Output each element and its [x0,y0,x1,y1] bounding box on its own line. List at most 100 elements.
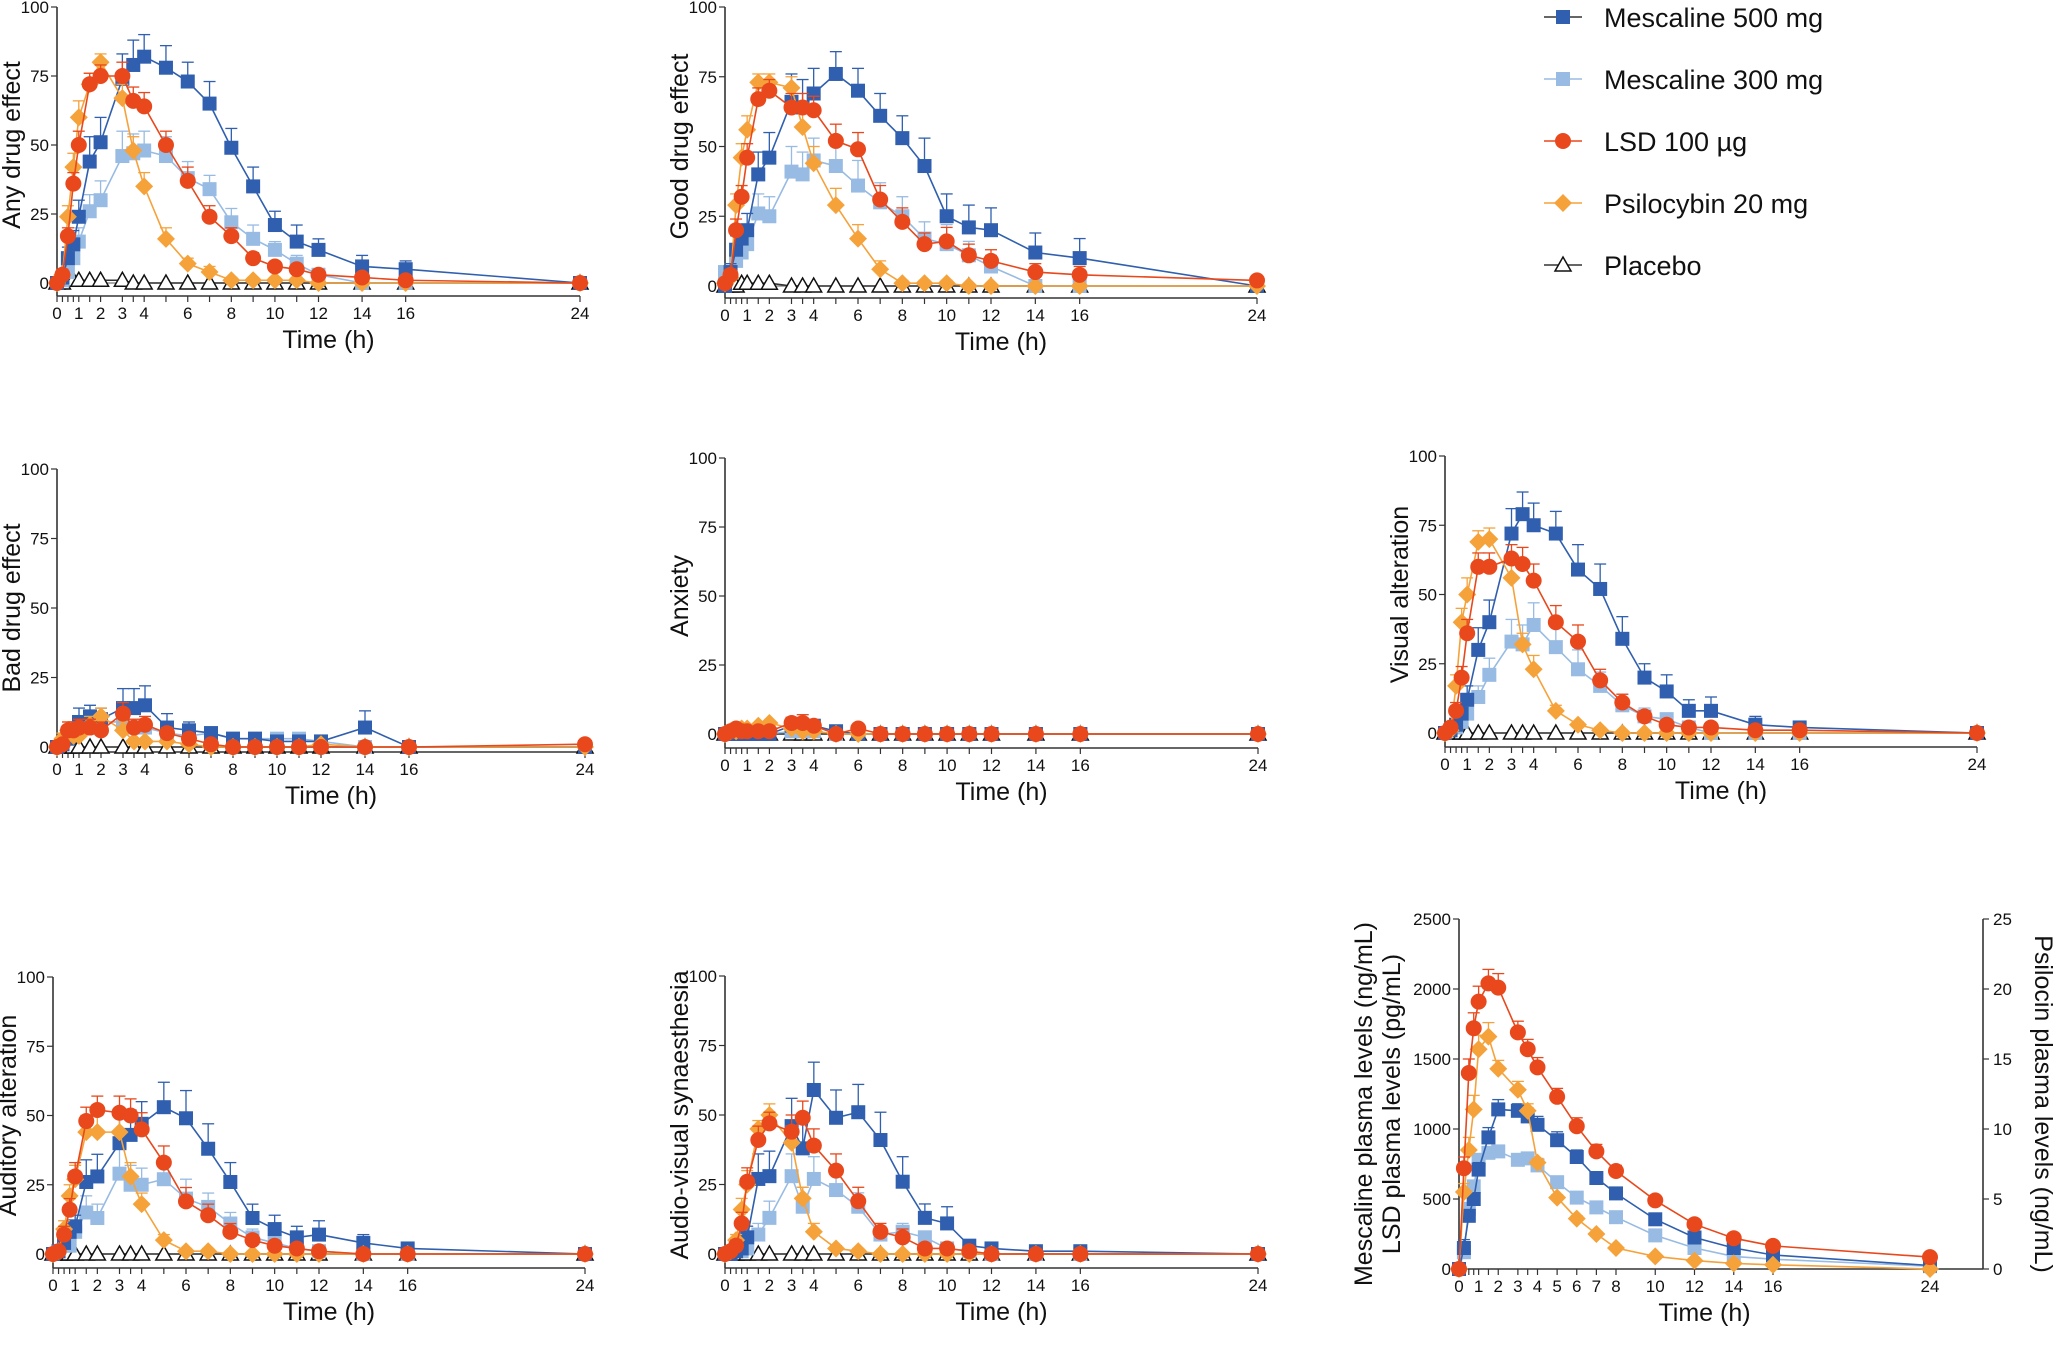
x-tick-label: 2 [93,1276,102,1295]
data-point-placebo [749,1244,768,1261]
data-point-mesc500 [71,209,86,224]
data-point-psilo [849,229,867,248]
data-point-mesc500 [806,1082,821,1097]
x-tick-label: 4 [1533,1277,1542,1296]
data-point-lsd [1072,1246,1089,1262]
data-point-psilo [58,207,77,226]
data-point-lsd [761,723,778,740]
x-tick-label: 14 [354,1276,373,1295]
data-point-psilo [1607,1239,1625,1257]
data-point-mesc500 [358,720,372,735]
data-point-mesc500 [1482,615,1497,630]
x-tick-label: 6 [184,760,193,779]
data-point-psilo [1454,1183,1473,1201]
data-point-psilo [1480,530,1499,549]
data-point-mesc500 [356,1235,371,1250]
data-point-placebo [88,1244,107,1261]
data-point-mesc300 [828,159,843,174]
x-tick-label: 12 [1685,1277,1704,1296]
x-tick-label: 24 [576,760,595,779]
x-tick-label: 0 [52,760,61,779]
data-point-mesc500 [917,159,932,174]
x-tick-label: 0 [1440,755,1449,774]
x-tick-label: 12 [309,304,328,323]
data-point-mesc500 [1491,1102,1506,1117]
data-point-psilo [871,260,890,279]
y-tick-label-right: 0 [1993,1260,2002,1279]
x-tick-label: 12 [1702,755,1721,774]
y-tick-label: 75 [1418,516,1437,535]
data-point-lsd [1747,722,1764,739]
y-tick-label: 25 [30,669,49,688]
data-point-placebo [178,273,198,290]
data-point-lsd [761,82,778,99]
data-point-psilo [136,732,154,751]
data-point-psilo [1479,1027,1498,1046]
x-tick-label: 0 [1454,1277,1463,1296]
data-point-lsd [269,739,285,755]
data-point-mesc300 [829,1183,844,1198]
data-point-psilo [849,1242,868,1261]
data-point-lsd [733,1215,750,1232]
data-point-mesc500 [267,218,282,233]
data-point-lsd [288,1240,305,1257]
data-point-lsd [56,1226,73,1243]
data-point-lsd [311,1243,327,1260]
data-point-psilo [793,117,812,136]
data-point-lsd [1765,1237,1781,1254]
data-point-placebo [1524,723,1543,740]
data-point-lsd [1636,708,1653,725]
data-point-mesc500 [806,86,821,101]
x-tick-label: 12 [982,306,1001,325]
x-tick-label: 6 [854,756,863,775]
data-point-placebo [110,1244,129,1261]
x-tick-label: 8 [898,756,907,775]
x-tick-label: 14 [356,760,375,779]
series-lsd [1437,543,1985,741]
data-point-psilo [121,1167,140,1186]
series-lsd [717,78,1265,292]
data-point-placebo [69,270,89,287]
data-point-psilo [244,271,263,290]
data-point-mesc300 [1609,1210,1623,1225]
data-point-lsd [728,1237,745,1254]
y-tick-label: 75 [30,67,49,86]
y-tick-label: 0 [36,1245,45,1264]
data-point-mesc500 [137,49,152,64]
legend-marker-lsd [1555,133,1571,149]
x-tick-label: 12 [982,756,1001,775]
data-point-psilo [893,1245,912,1263]
x-tick-label: 14 [1026,306,1045,325]
x-tick-label: 12 [310,1276,329,1295]
data-point-placebo [848,276,868,293]
y-tick-label-right: 15 [1993,1050,2012,1069]
data-point-mesc300 [1548,640,1563,655]
data-point-psilo [132,1195,151,1214]
data-point-lsd [850,1193,867,1210]
x-tick-label: 8 [1618,755,1627,774]
data-point-lsd [1465,1020,1482,1037]
x-tick-label: 12 [312,760,331,779]
y-axis-title: Audio-visual synaesthesia [666,970,694,1259]
data-point-lsd [739,149,756,166]
data-point-lsd [54,266,71,283]
data-point-mesc500 [179,1111,193,1126]
data-point-psilo [1548,1188,1567,1207]
data-point-lsd [1470,993,1487,1010]
data-point-lsd [81,76,98,93]
data-point-lsd [828,1162,845,1179]
x-tick-label: 2 [765,1276,774,1295]
x-tick-label: 5 [1552,1277,1561,1296]
data-point-mesc500 [1659,684,1674,699]
data-point-psilo [243,1245,262,1263]
data-point-psilo [893,274,912,293]
data-point-lsd [399,1246,416,1262]
x-tick-label: 8 [227,304,236,323]
data-point-lsd [247,739,263,755]
data-point-psilo [178,254,197,273]
data-point-mesc300 [267,242,282,257]
data-point-psilo [221,1245,240,1263]
x-tick-label: 0 [48,1276,57,1295]
